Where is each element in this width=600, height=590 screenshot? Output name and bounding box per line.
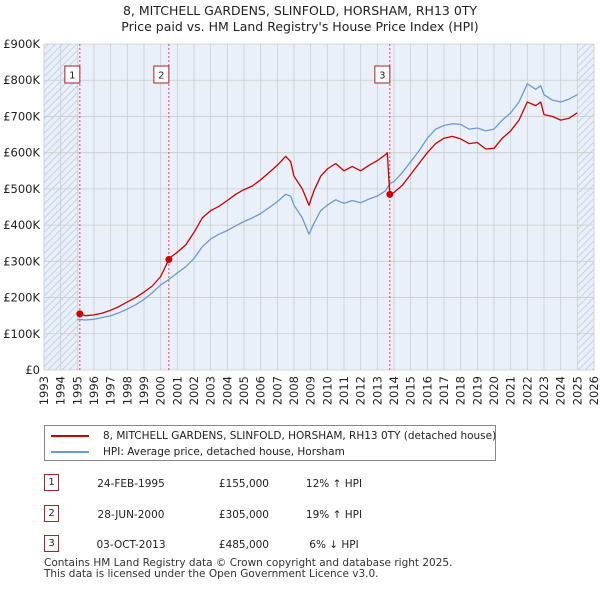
footer: Contains HM Land Registry data © Crown c… — [44, 558, 452, 580]
x-tick-label: 2026 — [587, 376, 600, 405]
legend-hpi-label: HPI: Average price, detached house, Hors… — [103, 446, 345, 458]
sale-row-3: 3 03-OCT-2013 £485,000 6% ↓ HPI — [44, 535, 404, 555]
sale-row-2: 2 28-JUN-2000 £305,000 19% ↑ HPI — [44, 505, 404, 525]
sale-badge-3: 3 — [44, 535, 59, 552]
sale-badge-2: 2 — [44, 505, 59, 522]
x-tick-label: 1993 — [37, 376, 51, 405]
x-tick-label: 2022 — [520, 376, 534, 405]
sale-date-3: 03-OCT-2013 — [96, 539, 166, 551]
legend-hpi-swatch — [51, 451, 89, 453]
x-tick-label: 2009 — [304, 376, 318, 405]
x-tick-label: 2021 — [504, 376, 518, 405]
y-tick-label: £600K — [3, 146, 40, 160]
sale-date-2: 28-JUN-2000 — [97, 509, 165, 521]
y-tick-label: £400K — [3, 218, 40, 232]
y-tick-label: £0 — [25, 363, 40, 377]
x-tick-label: 2006 — [254, 376, 268, 405]
x-tick-label: 2004 — [220, 376, 234, 405]
x-tick-label: 2007 — [270, 376, 284, 405]
sale-point-1 — [76, 310, 84, 318]
chart-title: 8, MITCHELL GARDENS, SLINFOLD, HORSHAM, … — [0, 3, 600, 35]
x-tick-label: 2017 — [437, 376, 451, 405]
x-tick-label: 1999 — [137, 376, 151, 405]
plot-area — [44, 44, 594, 370]
x-tick-label: 2016 — [420, 376, 434, 405]
y-tick-label: £800K — [3, 73, 40, 87]
sale-price-1: £155,000 — [218, 478, 269, 490]
x-tick-label: 2002 — [187, 376, 201, 405]
sale-marker-box-1 — [64, 65, 81, 84]
x-tick-label: 2019 — [470, 376, 484, 405]
y-tick-label: £900K — [3, 37, 40, 51]
x-tick-label: 1996 — [87, 376, 101, 405]
sale-point-3 — [386, 190, 394, 198]
sale-point-2 — [165, 256, 173, 264]
x-tick-label: 2005 — [237, 376, 251, 405]
chart-title-line1: 8, MITCHELL GARDENS, SLINFOLD, HORSHAM, … — [122, 3, 478, 18]
x-tick-label: 2014 — [387, 376, 401, 405]
x-tick-label: 1997 — [104, 376, 118, 405]
y-tick-label: £200K — [3, 291, 40, 305]
x-tick-label: 2003 — [204, 376, 218, 405]
legend: 8, MITCHELL GARDENS, SLINFOLD, HORSHAM, … — [44, 425, 496, 461]
sale-badge-1: 1 — [44, 474, 59, 491]
sale-price-3: £485,000 — [218, 539, 269, 551]
legend-item-hpi: HPI: Average price, detached house, Hors… — [51, 444, 345, 460]
sale-hpi-3: 6% ↓ HPI — [309, 539, 359, 551]
x-tick-label: 2012 — [354, 376, 368, 405]
y-tick-label: £300K — [3, 254, 40, 268]
x-tick-label: 2020 — [487, 376, 501, 405]
sale-marker-box-3 — [374, 65, 391, 84]
sale-marker-label-1: 1 — [69, 71, 75, 82]
sale-marker-label-3: 3 — [379, 71, 385, 82]
sale-marker-label-2: 2 — [158, 71, 164, 82]
x-tick-label: 2018 — [454, 376, 468, 405]
x-tick-label: 2025 — [570, 376, 584, 405]
hatched-region-1 — [577, 44, 594, 370]
sale-price-2: £305,000 — [218, 509, 269, 521]
footer-line1: Contains HM Land Registry data © Crown c… — [44, 557, 453, 569]
chart-title-line2: Price paid vs. HM Land Registry's House … — [121, 19, 479, 34]
x-tick-label: 1995 — [70, 376, 84, 405]
footer-line2: This data is licensed under the Open Gov… — [44, 568, 379, 580]
x-tick-label: 2001 — [170, 376, 184, 405]
x-tick-label: 2013 — [370, 376, 384, 405]
y-tick-label: £700K — [3, 109, 40, 123]
sale-row-1: 1 24-FEB-1995 £155,000 12% ↑ HPI — [44, 474, 404, 494]
x-tick-label: 2024 — [554, 376, 568, 405]
y-tick-label: £500K — [3, 182, 40, 196]
sale-hpi-2: 19% ↑ HPI — [305, 509, 363, 521]
sale-marker-box-2 — [153, 65, 170, 84]
x-tick-label: 1994 — [54, 376, 68, 405]
hpi-line — [77, 83, 578, 321]
legend-property-swatch — [51, 435, 89, 437]
price-chart: 1 2 3 £0 £100K £200K £300K £400K £500K £600K £700K… — [3, 37, 600, 405]
x-tick-label: 1998 — [120, 376, 134, 405]
legend-item-property: 8, MITCHELL GARDENS, SLINFOLD, HORSHAM, … — [51, 428, 496, 444]
x-tick-label: 2015 — [404, 376, 418, 405]
x-tick-label: 2010 — [320, 376, 334, 405]
sale-date-1: 24-FEB-1995 — [97, 478, 165, 490]
sale-hpi-1: 12% ↑ HPI — [305, 478, 363, 490]
legend-property-label: 8, MITCHELL GARDENS, SLINFOLD, HORSHAM, … — [103, 430, 497, 442]
x-tick-label: 2008 — [287, 376, 301, 405]
x-tick-label: 2011 — [337, 376, 351, 405]
x-tick-label: 2023 — [537, 376, 551, 405]
y-tick-label: £100K — [3, 327, 40, 341]
x-tick-label: 2000 — [154, 376, 168, 405]
